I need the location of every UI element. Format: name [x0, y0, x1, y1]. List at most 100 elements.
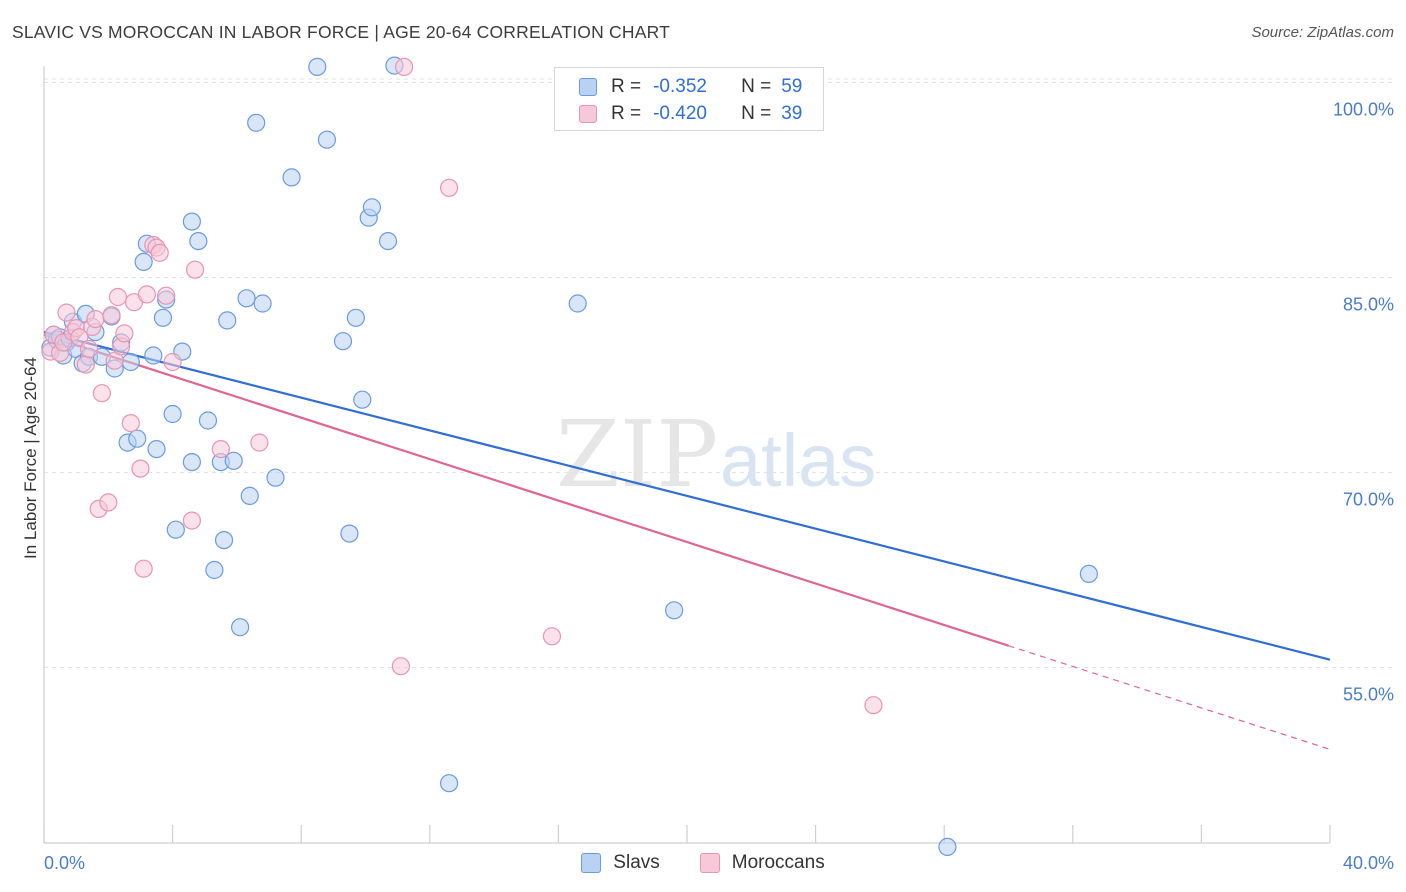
moroccans-point [182, 511, 201, 530]
slavs-point [214, 530, 234, 550]
slavs-point [346, 308, 365, 327]
moroccans-point [211, 440, 230, 459]
trend-lines [43, 331, 1331, 750]
slavs-point [282, 168, 301, 187]
moroccans-point [121, 414, 140, 433]
data-points [41, 56, 1098, 857]
legend-row-moroccans: R = -0.420 N = 39 [579, 101, 802, 127]
chart-source: Source: ZipAtlas.com [1251, 24, 1394, 41]
slavs-point [134, 252, 153, 271]
gridlines [44, 78, 1394, 668]
slavs-legend-swatch [581, 853, 602, 873]
y-tick-label: 85.0% [1343, 295, 1394, 315]
slavs-point [240, 486, 259, 505]
y-axis-label: In Labor Force | Age 20-64 [21, 357, 40, 559]
moroccans-n-value: 39 [781, 103, 803, 124]
slavs-point [253, 294, 272, 313]
moroccans-point [76, 355, 95, 374]
slavs-point [121, 352, 140, 372]
moroccans-point [92, 384, 111, 403]
slavs-point [568, 294, 587, 313]
n-label: N = [741, 76, 772, 97]
slavs-n-value: 59 [781, 76, 803, 97]
tick-labels: 55.0% 70.0% 85.0% 100.0% 0.0% 40.0% [44, 100, 1394, 874]
r-label: R = [611, 76, 642, 97]
moroccans-point [864, 696, 883, 715]
legend-row-slavs: R = -0.352 N = 59 [579, 74, 802, 100]
watermark: ZIP atlas [556, 401, 876, 508]
chart-title: SLAVIC VS MOROCCAN IN LABOR FORCE | AGE … [12, 22, 670, 42]
moroccans-point [131, 459, 150, 478]
slavs-point [308, 57, 327, 77]
slavs-point [231, 618, 250, 637]
moroccans-point [57, 303, 76, 322]
slavs-point [247, 113, 266, 132]
slavs-point [198, 411, 218, 430]
moroccans-point [134, 559, 153, 578]
slavs-point [237, 289, 256, 308]
moroccans-point [70, 328, 89, 347]
moroccans-point [108, 287, 128, 307]
slavs-point [182, 453, 201, 472]
slavs-point [205, 560, 224, 580]
slavs-legend-label: Slavs [613, 852, 660, 873]
moroccans-point [137, 285, 156, 304]
x-tick-label: 0.0% [44, 853, 85, 873]
moroccans-point [542, 627, 562, 646]
slavs-point [224, 451, 243, 470]
legend-item-moroccans[interactable]: Moroccans [699, 852, 825, 874]
slavs-point [317, 130, 337, 149]
y-tick-label: 55.0% [1343, 685, 1394, 705]
watermark-zip: ZIP [556, 401, 718, 508]
n-label: N = [741, 103, 772, 124]
slavs-point [144, 346, 163, 365]
slavs-point [182, 212, 201, 231]
y-tick-label: 70.0% [1343, 490, 1394, 510]
slavs-point [665, 601, 684, 620]
slavs-point [333, 332, 353, 351]
moroccans-legend-label: Moroccans [731, 852, 825, 873]
legend-item-slavs[interactable]: Slavs [581, 852, 660, 874]
moroccans-point [186, 260, 205, 279]
slavs-point [938, 837, 957, 857]
moroccans-point [99, 493, 118, 512]
series-legend: Slavs Moroccans [0, 852, 1406, 874]
slavs-point [340, 524, 359, 543]
watermark-atlas: atlas [720, 419, 876, 502]
axes [43, 66, 1331, 844]
slavs-point [166, 520, 185, 539]
slavs-point [439, 774, 459, 793]
slavs-point [189, 232, 208, 251]
slavs-point [153, 308, 173, 327]
moroccans-point [394, 57, 414, 77]
moroccans-point [79, 339, 99, 359]
moroccans-point [115, 324, 134, 343]
slavs-point [362, 198, 382, 217]
moroccans-point [86, 310, 105, 329]
moroccans-point [439, 178, 459, 197]
moroccans-trend-extension [1008, 645, 1331, 750]
moroccans-point [150, 243, 169, 262]
moroccans-swatch [579, 105, 597, 123]
slavs-point [1079, 564, 1098, 584]
slavs-point [266, 468, 285, 487]
slavs-point [353, 390, 372, 409]
moroccans-trend-line [43, 333, 1009, 647]
slavs-trend-line [43, 331, 1331, 661]
x-tick-label: 40.0% [1343, 853, 1394, 873]
slavs-point [163, 404, 182, 424]
y-tick-label: 100.0% [1333, 100, 1394, 120]
stats-legend: R = -0.352 N = 59 R = -0.420 N = 39 [554, 67, 824, 131]
slavs-point [218, 311, 237, 330]
slavs-swatch [579, 78, 597, 96]
moroccans-point [391, 657, 410, 676]
moroccans-legend-swatch [699, 853, 720, 873]
moroccans-point [157, 286, 176, 305]
slavs-point [378, 232, 398, 251]
moroccans-point [102, 306, 121, 325]
moroccans-r-value: -0.420 [653, 103, 707, 124]
r-label: R = [611, 103, 642, 124]
slavs-r-value: -0.352 [653, 76, 707, 97]
moroccans-point [250, 433, 269, 452]
